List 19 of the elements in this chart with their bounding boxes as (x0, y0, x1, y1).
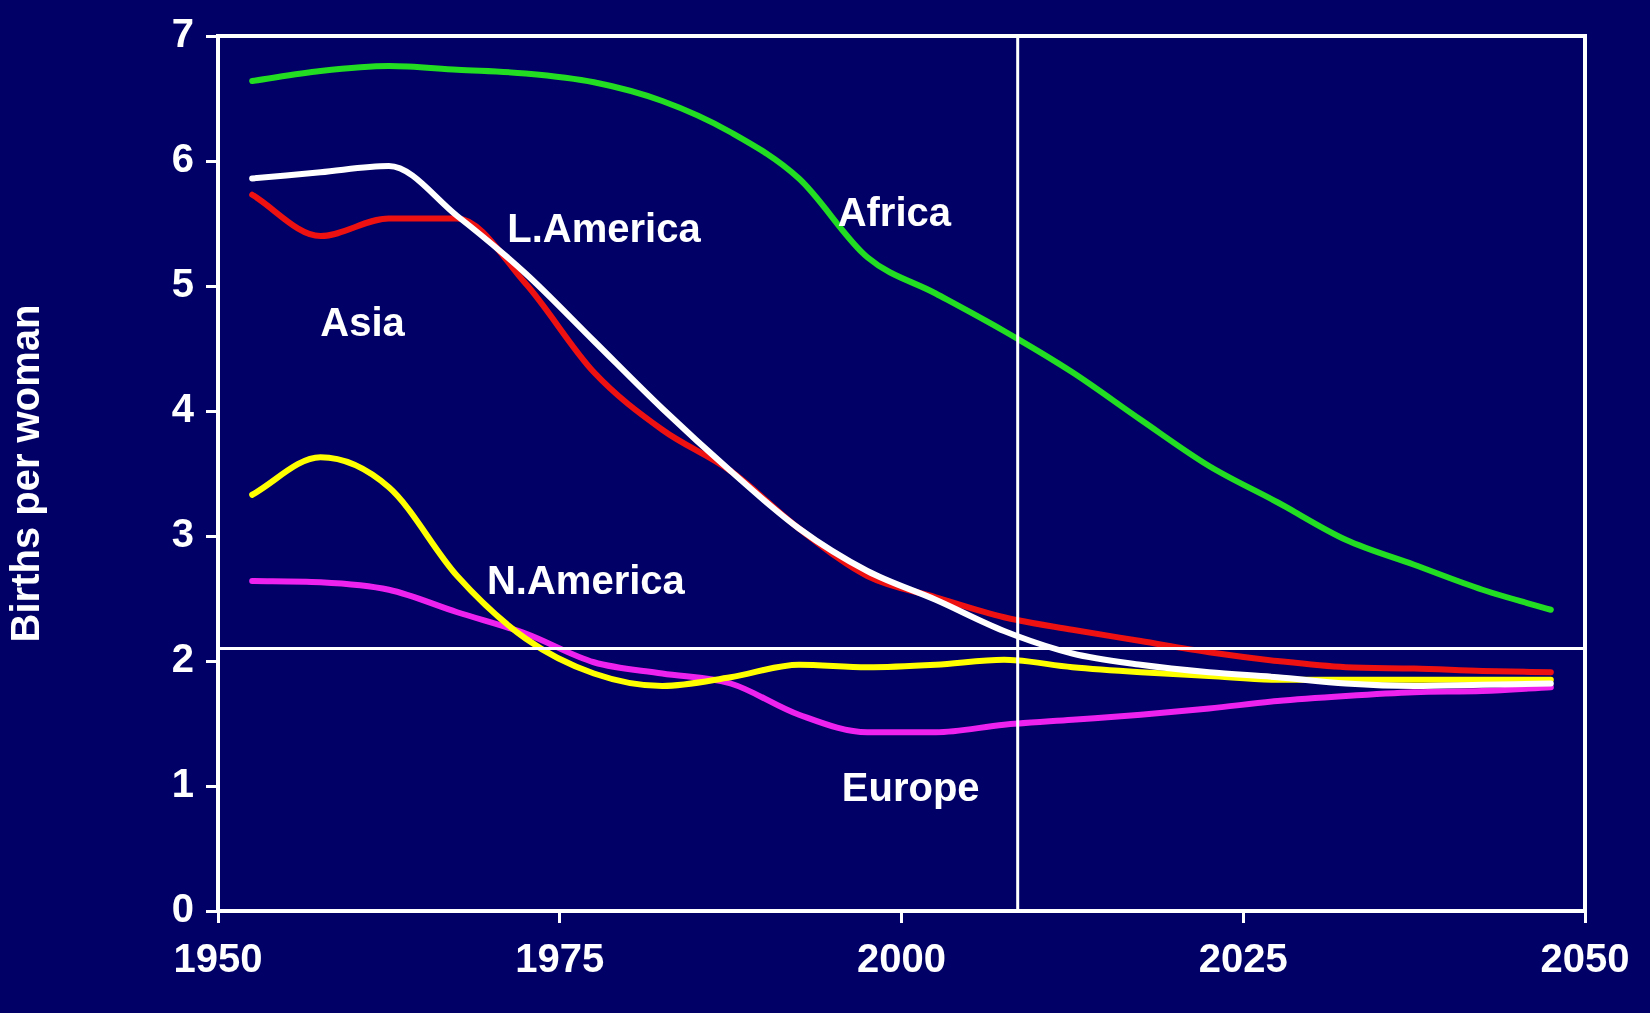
y-tick-label: 1 (171, 761, 194, 806)
y-tick-label: 0 (171, 886, 194, 931)
series-label: Europe (841, 765, 980, 810)
x-tick-label: 2025 (1198, 936, 1288, 981)
x-tick-label: 1950 (173, 936, 263, 981)
x-tick-label: 1975 (515, 936, 605, 981)
x-tick-label: 2050 (1540, 936, 1630, 981)
y-tick-label: 2 (171, 636, 194, 681)
y-axis-title: Births per woman (3, 304, 48, 643)
x-tick-label: 2000 (857, 936, 946, 981)
y-tick-label: 3 (171, 511, 194, 556)
series-label: L.America (507, 206, 702, 251)
series-label: Africa (837, 190, 952, 235)
y-tick-label: 7 (171, 11, 194, 56)
y-tick-label: 6 (171, 136, 194, 181)
series-label: Asia (320, 300, 406, 345)
y-tick-label: 5 (171, 261, 194, 306)
y-tick-label: 4 (171, 386, 195, 431)
series-label: N.America (486, 557, 686, 602)
